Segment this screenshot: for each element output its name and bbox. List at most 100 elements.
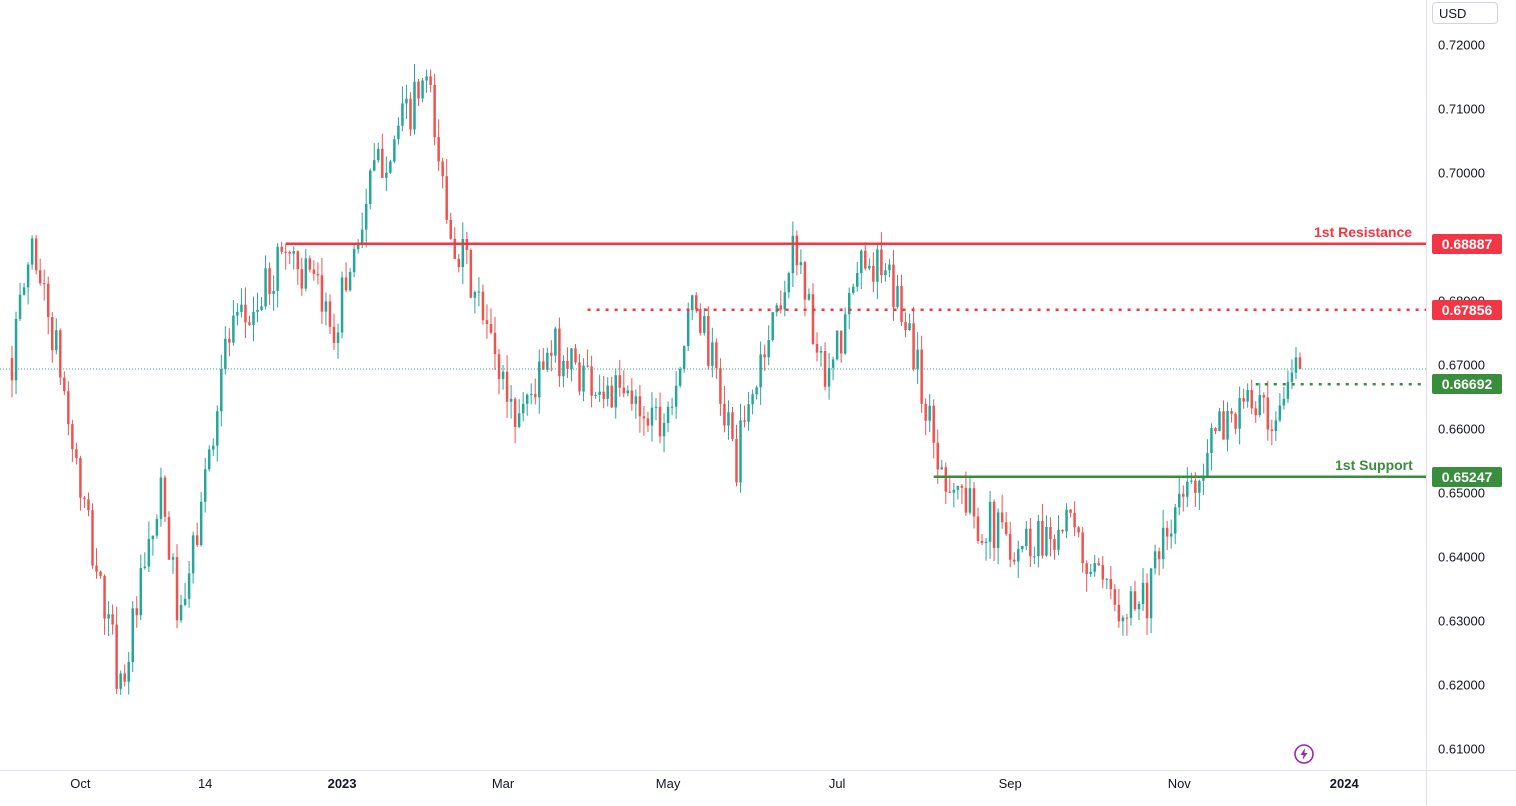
candle-body [912, 323, 915, 369]
candle-body [1198, 480, 1201, 493]
candle-body [55, 330, 58, 351]
candle-body [207, 449, 211, 470]
candle-body [240, 304, 243, 312]
candle-body [1057, 529, 1060, 550]
candle-body [1294, 357, 1298, 373]
candle-body [46, 283, 50, 318]
candle-body [614, 375, 617, 408]
candle-body [634, 396, 638, 404]
candle-body [236, 311, 239, 316]
candle-body [159, 477, 163, 519]
candle-body [880, 249, 883, 276]
candle-body [799, 262, 803, 266]
candle-body [385, 172, 388, 178]
candle-body [1262, 395, 1266, 398]
candle-body [127, 662, 130, 682]
candle-body [449, 219, 452, 239]
candle-body [344, 277, 348, 291]
candle-body [807, 294, 811, 300]
candle-body [67, 391, 70, 425]
candle-body [1125, 617, 1129, 619]
candle-body [771, 312, 774, 341]
candle-body [429, 76, 432, 86]
candle-body [288, 252, 291, 254]
candle-body [767, 340, 770, 358]
candle-body [1226, 411, 1229, 440]
candle-body [312, 269, 316, 274]
candle-body [1230, 411, 1233, 414]
candle-body [155, 518, 159, 536]
candle-body [99, 571, 102, 576]
candle-body [1161, 527, 1165, 560]
candle-body [457, 258, 461, 267]
candle-body [1077, 527, 1080, 533]
candle-body [1169, 533, 1173, 537]
lightning-icon[interactable] [1293, 743, 1315, 765]
candle-body [276, 246, 279, 291]
candle-body [232, 315, 235, 343]
candle-body [1137, 603, 1141, 610]
candle-body [425, 76, 428, 81]
candle-body [413, 81, 416, 130]
candle-body [489, 323, 493, 333]
candle-body [441, 161, 444, 177]
candle-body [1298, 357, 1302, 369]
candle-body [988, 501, 992, 542]
candle-body [71, 424, 74, 450]
candle-body [847, 292, 851, 315]
candle-body [119, 673, 122, 689]
candle-body [940, 467, 944, 470]
candle-body [678, 368, 682, 386]
candle-body [1049, 526, 1052, 540]
candle-body [606, 385, 609, 399]
candle-body [1242, 398, 1245, 402]
candle-body [1004, 522, 1008, 535]
candle-body [191, 535, 195, 574]
candle-body [868, 265, 871, 269]
currency-button[interactable]: USD [1432, 2, 1498, 24]
candle-body [529, 394, 533, 396]
candle-body [1274, 420, 1278, 432]
x-tick-label: Oct [70, 776, 91, 791]
candle-body [622, 387, 626, 394]
candle-body [1041, 520, 1044, 556]
candle-body [131, 608, 134, 663]
y-tick-label: 0.71000 [1438, 101, 1485, 116]
candle-body [513, 398, 517, 427]
x-tick-label: Nov [1167, 776, 1191, 791]
candle-body [1182, 493, 1185, 497]
x-tick-label: Mar [491, 776, 515, 791]
candle-body [751, 394, 754, 405]
candle-body [1186, 481, 1189, 497]
candle-body [534, 394, 537, 398]
candle-body [546, 352, 549, 370]
candle-body [340, 277, 344, 333]
candle-body [401, 103, 404, 126]
candle-body [638, 396, 642, 417]
candle-body [1093, 563, 1096, 572]
candle-body [485, 320, 489, 324]
candle-body [324, 301, 328, 312]
candle-body [554, 328, 557, 356]
candle-body [735, 439, 738, 483]
candle-body [1073, 512, 1076, 528]
candle-body [759, 354, 762, 388]
candle-body [646, 418, 650, 426]
candle-body [803, 262, 807, 300]
candle-body [658, 406, 662, 437]
candle-body [827, 367, 831, 387]
candle-body [1129, 591, 1133, 618]
candle-body [686, 310, 690, 347]
candle-body [727, 412, 730, 426]
candle-body [888, 264, 891, 271]
candle-body [397, 125, 400, 140]
candles [10, 63, 1302, 695]
candle-body [996, 512, 1000, 548]
candle-body [14, 318, 18, 381]
candle-body [1202, 476, 1205, 481]
candle-body [542, 361, 545, 370]
candle-body [1254, 408, 1257, 416]
candle-body [304, 258, 308, 289]
candle-body [348, 271, 352, 291]
